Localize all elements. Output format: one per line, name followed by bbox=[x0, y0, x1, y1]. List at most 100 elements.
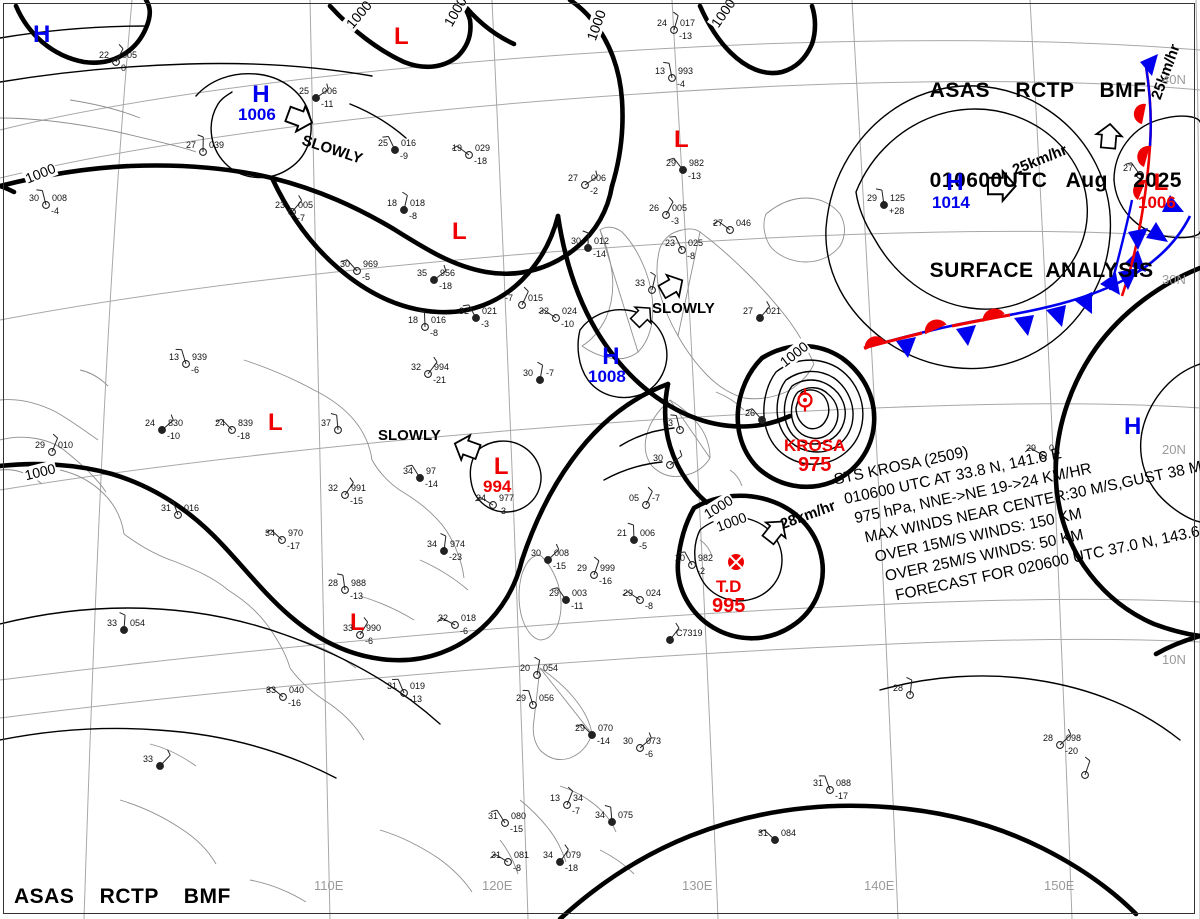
station-pressure: 021 bbox=[766, 306, 782, 316]
station-pressure: 075 bbox=[618, 810, 634, 820]
station-temperature: 18 bbox=[387, 198, 398, 208]
station-temperature: 32 bbox=[539, 306, 550, 316]
latitude-label: 10N bbox=[1162, 652, 1186, 667]
station-dewpoint: -14 bbox=[593, 249, 607, 259]
pressure-center-l-bottom: L bbox=[350, 611, 365, 635]
station-dewpoint: -16 bbox=[599, 576, 613, 586]
station-plot-marker bbox=[1081, 756, 1091, 779]
station-pressure: 073 bbox=[646, 736, 662, 746]
pressure-center-value: 1008 bbox=[588, 367, 626, 386]
station-temperature: 27 bbox=[1123, 163, 1134, 173]
pressure-center-h-1006: H 1006 bbox=[238, 83, 276, 124]
station-plot-marker bbox=[341, 259, 361, 275]
title-block-top-right: ASAS RCTP BMF 010600UTC Aug 2025 SURFACE… bbox=[930, 16, 1182, 346]
pressure-center-value: 1006 bbox=[238, 105, 276, 124]
station-pressure: 015 bbox=[528, 293, 544, 303]
station-pressure: 005 bbox=[672, 203, 688, 213]
station-pressure: 839 bbox=[238, 418, 254, 428]
station-dewpoint: 0 bbox=[121, 63, 127, 73]
station-temperature: 34 bbox=[265, 528, 276, 538]
station-temperature: 29 bbox=[666, 158, 677, 168]
station-temperature: 29 bbox=[516, 693, 527, 703]
station-dewpoint: -8 bbox=[513, 863, 522, 873]
station-plot-marker bbox=[536, 361, 544, 384]
station-dewpoint: -3 bbox=[671, 216, 680, 226]
pressure-center-symbol: L bbox=[493, 453, 509, 480]
station-pressure: 018 bbox=[410, 198, 426, 208]
pressure-center-symbol: L bbox=[452, 218, 467, 245]
station-pressure: 024 bbox=[562, 306, 578, 316]
station-plot-marker bbox=[462, 304, 480, 322]
station-temperature: 31 bbox=[813, 778, 824, 788]
station-pressure: 025 bbox=[688, 238, 704, 248]
station-plot-marker bbox=[215, 418, 236, 434]
station-pressure: 830 bbox=[168, 418, 184, 428]
motion-annotation-slowly-2: SLOWLY bbox=[652, 300, 715, 317]
station-pressure: 988 bbox=[351, 578, 367, 588]
station-temperature: 24 bbox=[215, 418, 226, 428]
station-pressure: 029 bbox=[475, 143, 491, 153]
station-plot-marker bbox=[341, 477, 354, 499]
station-plot-marker bbox=[166, 500, 182, 519]
station-temperature: 23 bbox=[275, 200, 286, 210]
station-temperature: 26 bbox=[745, 408, 756, 418]
station-plot-marker bbox=[392, 678, 408, 697]
station-dewpoint: -21 bbox=[433, 375, 447, 385]
station-temperature: 33 bbox=[143, 754, 154, 764]
station-pressure: 991 bbox=[351, 483, 367, 493]
station-plot-marker bbox=[436, 617, 459, 629]
station-plot-marker bbox=[406, 464, 424, 482]
station-temperature: 25 bbox=[299, 86, 310, 96]
station-dewpoint: -8 bbox=[409, 211, 418, 221]
station-plot-marker bbox=[288, 195, 303, 216]
station-pressure: 04 bbox=[1049, 443, 1060, 453]
station-plot-marker bbox=[533, 656, 541, 679]
station-plot-marker bbox=[590, 556, 600, 579]
station-temperature: 30 bbox=[571, 236, 582, 246]
station-plot-marker bbox=[440, 532, 448, 555]
station-plot-marker bbox=[669, 236, 686, 254]
station-plot-marker bbox=[1024, 447, 1047, 459]
station-dewpoint: -9 bbox=[400, 151, 409, 161]
station-dewpoint: -18 bbox=[439, 281, 453, 291]
station-dewpoint: -20 bbox=[1065, 746, 1079, 756]
station-temperature: 31 bbox=[488, 811, 499, 821]
station-pressure: 982 bbox=[689, 158, 705, 168]
station-temperature: 05 bbox=[629, 493, 640, 503]
station-plot-marker bbox=[667, 157, 687, 174]
station-dewpoint: -7 bbox=[572, 806, 581, 816]
station-temperature: 33 bbox=[635, 278, 646, 288]
tropical-system-pressure: 975 bbox=[798, 454, 832, 476]
station-plot-marker bbox=[48, 433, 59, 456]
station-temperature: 31 bbox=[491, 850, 502, 860]
station-pressure: 974 bbox=[450, 539, 466, 549]
station-temperature: 27 bbox=[743, 306, 754, 316]
station-pressure: 977 bbox=[499, 493, 515, 503]
station-pressure: 054 bbox=[130, 618, 146, 628]
station-temperature: 24 bbox=[145, 418, 156, 428]
station-dewpoint: -5 bbox=[362, 272, 371, 282]
station-pressure: -7 bbox=[652, 493, 661, 503]
station-temperature: 27 bbox=[713, 218, 724, 228]
station-pressure: 005 bbox=[298, 200, 314, 210]
station-plot-marker bbox=[712, 220, 734, 234]
station-pressure: 012 bbox=[594, 236, 610, 246]
title-tr-line1: ASAS RCTP BMF bbox=[929, 79, 1147, 102]
station-plot-marker bbox=[666, 622, 680, 644]
station-pressure: 125 bbox=[890, 193, 906, 203]
station-pressure: 994 bbox=[434, 362, 450, 372]
station-temperature: 31 bbox=[387, 681, 398, 691]
station-pressure: 017 bbox=[680, 18, 696, 28]
station-dewpoint: -13 bbox=[409, 694, 423, 704]
station-temperature: 13 bbox=[655, 66, 666, 76]
station-plot-marker bbox=[551, 587, 570, 604]
station-temperature: 35 bbox=[417, 268, 428, 278]
station-plot-marker bbox=[119, 612, 128, 634]
station-pressure: 070 bbox=[598, 723, 614, 733]
station-pressure: 088 bbox=[836, 778, 852, 788]
station-dewpoint: -3 bbox=[481, 319, 490, 329]
motion-annotation-slowly-3: SLOWLY bbox=[378, 427, 441, 444]
station-plot-marker bbox=[382, 136, 399, 154]
station-pressure: 97 bbox=[426, 466, 437, 476]
station-temperature: 34 bbox=[595, 810, 606, 820]
